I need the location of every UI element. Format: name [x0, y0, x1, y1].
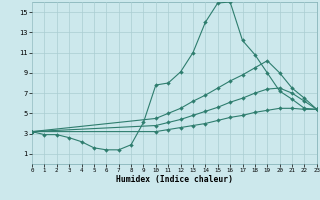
X-axis label: Humidex (Indice chaleur): Humidex (Indice chaleur) — [116, 175, 233, 184]
